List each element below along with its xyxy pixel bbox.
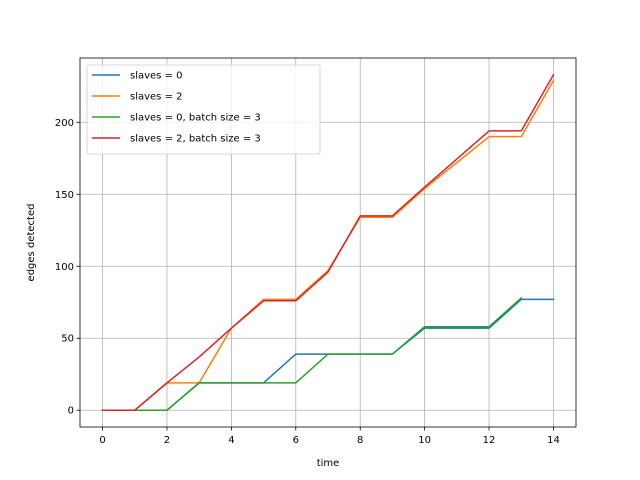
x-tick-label: 2 xyxy=(164,435,170,446)
x-tick-label: 4 xyxy=(228,435,234,446)
x-axis-ticks: 0 2 4 6 8 10 12 14 xyxy=(99,427,560,446)
x-tick-label: 10 xyxy=(418,435,431,446)
x-axis-label: time xyxy=(317,458,340,469)
y-axis-label: edges detected xyxy=(26,204,37,282)
y-axis-ticks: 0 50 100 150 200 xyxy=(55,118,80,417)
legend-label-4: slaves = 2, batch size = 3 xyxy=(130,134,261,145)
legend-label-1: slaves = 0 xyxy=(130,71,183,82)
x-tick-label: 6 xyxy=(293,435,299,446)
y-tick-label: 200 xyxy=(55,118,74,129)
x-tick-label: 14 xyxy=(547,435,560,446)
legend: slaves = 0 slaves = 2 slaves = 0, batch si… xyxy=(86,64,321,155)
legend-label-2: slaves = 2 xyxy=(130,92,183,103)
legend-label-3: slaves = 0, batch size = 3 xyxy=(130,113,261,124)
x-tick-label: 12 xyxy=(483,435,496,446)
y-tick-label: 150 xyxy=(55,190,74,201)
x-tick-label: 0 xyxy=(99,435,105,446)
legend-box xyxy=(86,64,321,155)
series-line-3 xyxy=(101,296,523,411)
plot-area-frame xyxy=(79,57,577,428)
y-tick-label: 50 xyxy=(61,334,74,345)
x-tick-label: 8 xyxy=(357,435,363,446)
series-line-4 xyxy=(101,73,555,411)
series-lines xyxy=(101,73,555,411)
series-line-2 xyxy=(101,79,555,411)
y-tick-label: 0 xyxy=(68,406,74,417)
y-tick-label: 100 xyxy=(55,262,74,273)
